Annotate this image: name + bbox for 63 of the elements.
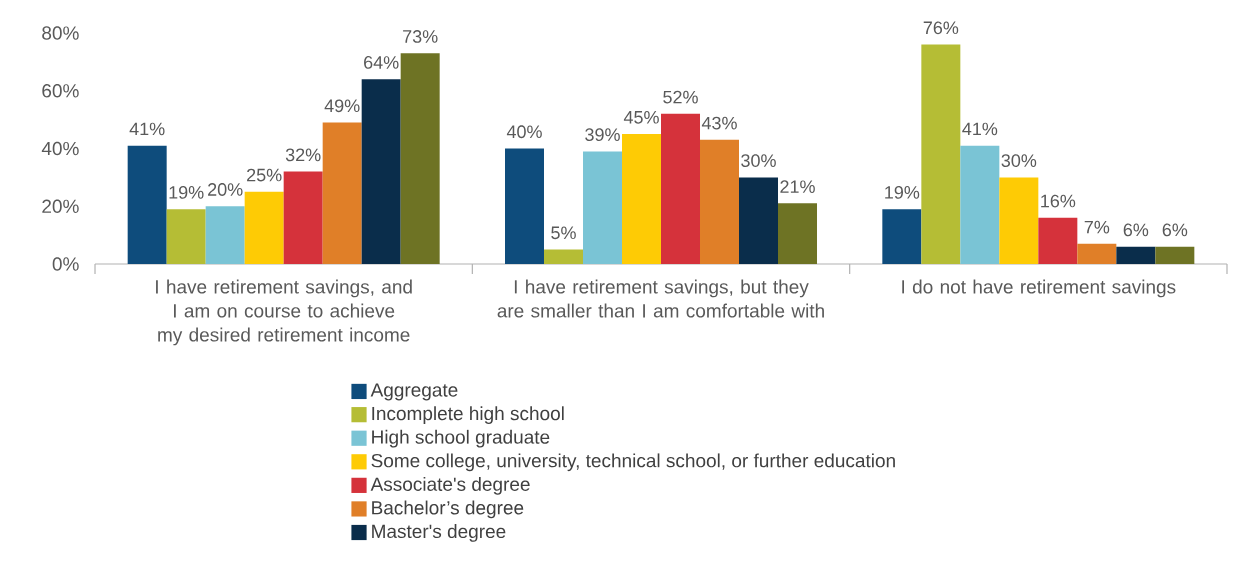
data-label: 52% (663, 90, 698, 104)
legend-label: Incomplete high school (372, 406, 564, 424)
y-tick-label: 80% (42, 26, 79, 40)
bar (999, 177, 1039, 265)
data-label: 41% (129, 122, 165, 136)
data-label: 64% (364, 56, 399, 69)
bar (960, 145, 1000, 265)
data-label: 6% (1123, 223, 1149, 237)
bar (739, 177, 779, 265)
legend-label: Aggregate (370, 383, 458, 401)
legend-label: High school graduate (372, 429, 550, 448)
y-tick-label: 60% (42, 84, 79, 98)
bar (361, 79, 401, 265)
bar (127, 145, 167, 265)
data-label: 25% (247, 168, 282, 182)
bar (921, 44, 961, 265)
data-label: 32% (285, 148, 321, 162)
bar (322, 122, 362, 265)
bar (882, 209, 922, 265)
data-label: 49% (324, 99, 360, 113)
bar (205, 206, 245, 265)
legend-label: Associate's degree (370, 476, 530, 495)
data-label: 19% (169, 186, 204, 199)
bar (778, 203, 817, 265)
y-tick-label: 20% (42, 199, 79, 213)
bar (1155, 246, 1195, 265)
bar (661, 113, 701, 265)
data-label: 45% (623, 111, 659, 124)
bar (400, 53, 440, 265)
data-label: 40% (506, 125, 542, 139)
y-tick-label: 40% (41, 141, 79, 156)
bar (700, 139, 739, 265)
data-label: 5% (551, 226, 576, 240)
bar (544, 249, 584, 265)
data-label: 30% (741, 154, 776, 167)
bar (166, 209, 206, 265)
bar (622, 134, 661, 265)
data-label: 20% (208, 183, 243, 196)
data-label: 6% (1162, 223, 1188, 237)
y-tick-label: 0% (52, 257, 79, 271)
legend-label: Some college, university, technical school, or further education (371, 453, 895, 472)
x-tick-label: I do not have retirement savings (902, 279, 1176, 298)
bar (244, 191, 284, 265)
bar (1077, 243, 1117, 265)
bar (283, 171, 323, 265)
data-label: 21% (780, 180, 815, 193)
data-label: 7% (1084, 220, 1110, 234)
data-label: 76% (923, 21, 959, 35)
bar (583, 151, 622, 265)
data-label: 30% (1001, 154, 1037, 167)
legend-label: Master's degree (372, 524, 506, 542)
x-tick-label: I have retirement savings, and I am on course to achieve my desired retirement income (156, 279, 412, 346)
data-label: 39% (585, 128, 620, 142)
data-label: 16% (1041, 194, 1076, 208)
data-label: 19% (885, 186, 920, 199)
bar (1116, 246, 1156, 265)
bar (505, 148, 544, 265)
data-label: 73% (403, 30, 438, 43)
data-label: 43% (701, 116, 737, 130)
legend-label: Bachelor’s degree (372, 500, 524, 519)
x-tick-label: I have retirement savings, but they are smaller than I am comfortable with (497, 279, 824, 318)
data-label: 41% (962, 122, 998, 136)
bar (1038, 217, 1078, 265)
